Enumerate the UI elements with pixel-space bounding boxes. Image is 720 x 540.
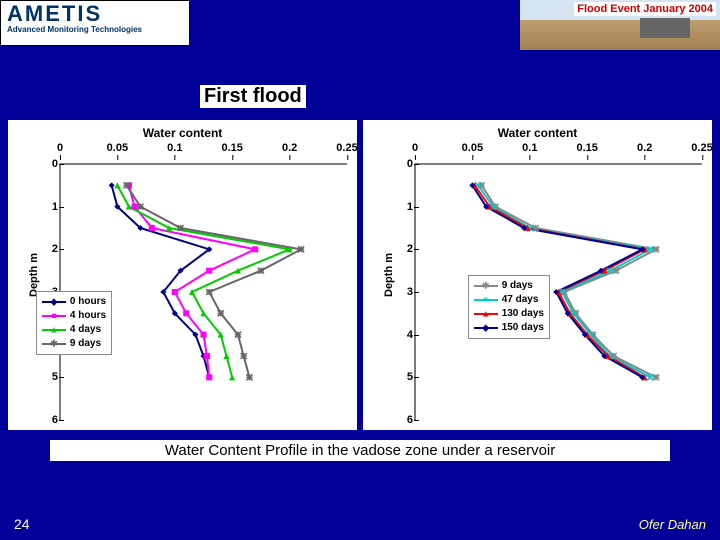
legend-item: ◆0 hours [42, 295, 106, 309]
legend-label: 150 days [502, 321, 544, 335]
chart-title: Water content [363, 126, 712, 140]
header: AMETIS Advanced Monitoring Technologies … [0, 0, 720, 50]
chart-title: Water content [8, 126, 357, 140]
legend: ◆0 hours■4 hours▲4 days✱9 days [36, 291, 112, 355]
logo-main: AMETIS [7, 3, 183, 25]
logo-sub: Advanced Monitoring Technologies [7, 25, 183, 34]
event-label: Flood Event January 2004 [574, 2, 716, 16]
event-photo-box: Flood Event January 2004 [520, 0, 720, 50]
legend-label: 4 hours [70, 309, 106, 323]
logo: AMETIS Advanced Monitoring Technologies [0, 0, 190, 46]
legend-item: ◆150 days [474, 321, 544, 335]
chart-right: Water contentDepth m00.050.10.150.20.250… [363, 120, 712, 430]
legend-item: ✱9 days [42, 337, 106, 351]
caption: Water Content Profile in the vadose zone… [50, 440, 670, 461]
legend: ✱9 days×47 days▲130 days◆150 days [468, 275, 550, 339]
chart-left: Water contentDepth m00.050.10.150.20.250… [8, 120, 357, 430]
legend-item: ×47 days [474, 293, 544, 307]
legend-item: ■4 hours [42, 309, 106, 323]
legend-label: 47 days [502, 293, 539, 307]
slide-title: First flood [200, 85, 306, 108]
legend-label: 4 days [70, 323, 101, 337]
y-ticks: 0123456 [391, 164, 413, 420]
legend-item: ✱9 days [474, 279, 544, 293]
legend-item: ▲130 days [474, 307, 544, 321]
legend-label: 130 days [502, 307, 544, 321]
charts-container: Water contentDepth m00.050.10.150.20.250… [8, 120, 712, 430]
page-number: 24 [14, 516, 30, 532]
legend-label: 9 days [70, 337, 101, 351]
author: Ofer Dahan [639, 517, 706, 532]
legend-label: 0 hours [70, 295, 106, 309]
legend-label: 9 days [502, 279, 533, 293]
x-ticks: 00.050.10.150.20.25 [415, 142, 702, 162]
legend-item: ▲4 days [42, 323, 106, 337]
plot-area [415, 164, 702, 420]
x-ticks: 00.050.10.150.20.25 [60, 142, 347, 162]
